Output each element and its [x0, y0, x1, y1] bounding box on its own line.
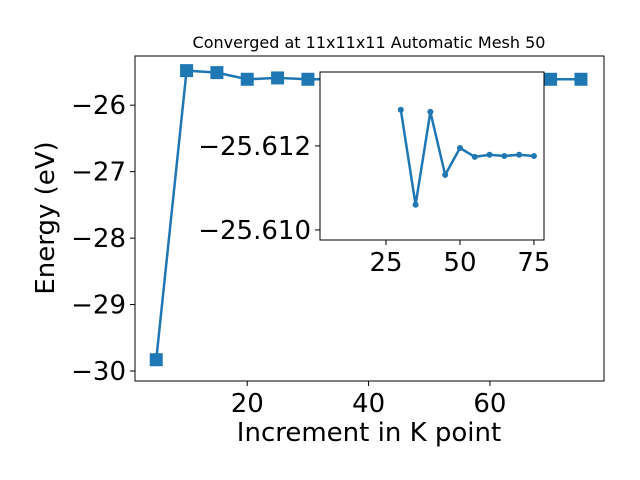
y-tick-label: −30 [71, 357, 126, 387]
marker [516, 151, 523, 158]
marker [544, 72, 558, 86]
marker [271, 71, 285, 85]
marker [486, 151, 493, 158]
marker [471, 153, 478, 160]
y-tick-label: −26 [71, 91, 126, 121]
marker [240, 72, 254, 86]
plot-layer [397, 106, 537, 208]
y-axis-label: Energy (eV) [31, 141, 61, 294]
marker [456, 145, 463, 152]
marker [442, 171, 449, 178]
x-axis-label: Increment in K point [237, 418, 501, 448]
y-tick-label: −25.610 [198, 216, 311, 246]
marker [501, 153, 508, 159]
marker [427, 108, 434, 115]
x-tick-label: 25 [369, 248, 402, 278]
marker [412, 201, 419, 208]
x-tick-label: 75 [517, 248, 550, 278]
chart-title: Converged at 11x11x11 Automatic Mesh 50 [193, 33, 546, 52]
marker [530, 153, 537, 159]
marker [180, 64, 194, 78]
y-tick-label: −29 [71, 291, 126, 321]
marker [397, 106, 404, 113]
axes-frame [134, 55, 605, 382]
marker [301, 72, 315, 86]
x-tick-label: 40 [352, 389, 385, 419]
line [399, 109, 535, 205]
axes-frame [319, 71, 545, 241]
y-tick-label: −28 [71, 224, 126, 254]
x-tick-label: 50 [443, 248, 476, 278]
marker [574, 72, 588, 86]
x-tick-label: 20 [231, 389, 264, 419]
y-tick-label: −25.612 [198, 132, 311, 162]
marker [210, 66, 224, 80]
y-tick-label: −27 [71, 158, 126, 188]
marker [149, 353, 163, 367]
x-tick-label: 60 [473, 389, 506, 419]
